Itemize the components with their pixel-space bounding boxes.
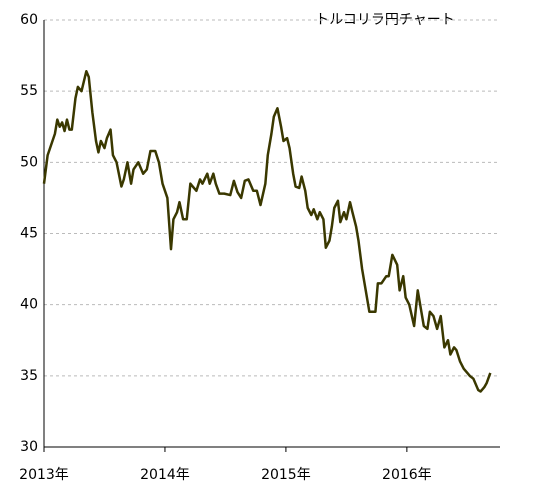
x-tick-label: 2014年 — [140, 467, 190, 483]
price-line — [42, 69, 492, 393]
y-tick-label: 55 — [20, 83, 38, 99]
y-tick-label: 45 — [20, 226, 38, 242]
y-tick-label: 40 — [20, 297, 38, 313]
chart-title: トルコリラ円チャート — [315, 12, 455, 28]
x-tick-label: 2015年 — [261, 467, 311, 483]
y-tick-label: 35 — [20, 368, 38, 384]
y-tick-label: 50 — [20, 154, 38, 170]
x-tick-label: 2016年 — [382, 467, 432, 483]
y-tick-label: 60 — [20, 12, 38, 28]
y-tick-label: 30 — [20, 439, 38, 455]
x-tick-label: 2013年 — [19, 467, 69, 483]
